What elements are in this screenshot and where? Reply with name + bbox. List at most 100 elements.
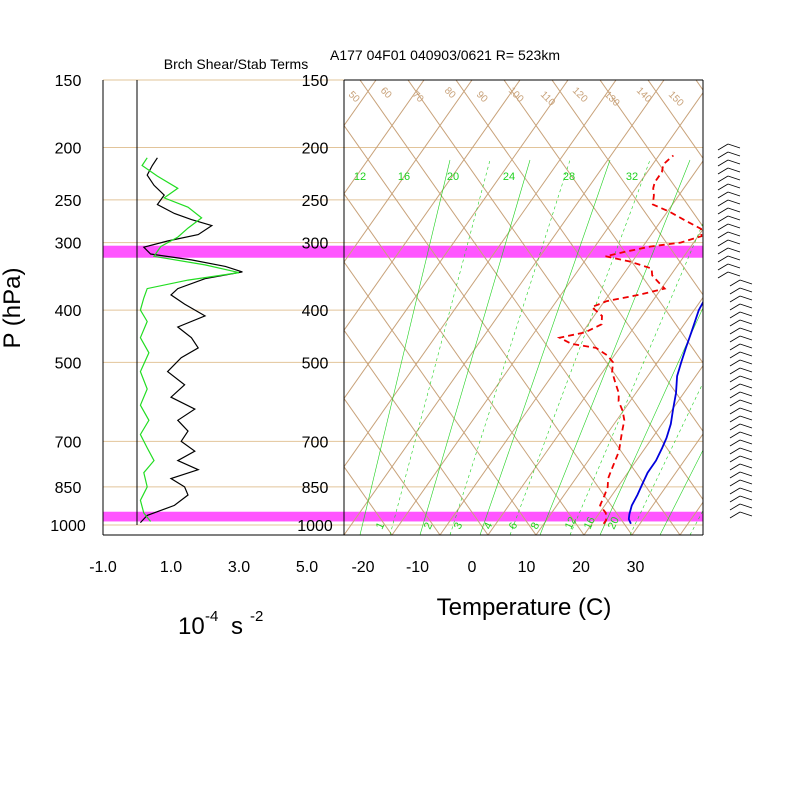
skewed-isotherm <box>344 80 521 332</box>
dry-adiabat <box>0 80 248 535</box>
left-x-tick: -1.0 <box>89 559 117 576</box>
wind-barb <box>729 327 741 335</box>
wind-barb-flag <box>739 391 753 397</box>
wind-barb-flag <box>739 479 753 485</box>
wind-barb-flag <box>727 151 741 157</box>
skewed-isotherm <box>487 228 703 535</box>
skewt-y-tick: 250 <box>302 193 329 210</box>
dry-adiabat-labels: 50 60 70 80 90 100 110 120 130 140 150 <box>346 85 686 109</box>
skewed-isotherm <box>0 80 232 535</box>
mixing-ratio-top-label: 12 <box>354 171 366 183</box>
wind-barb-flag <box>739 471 753 477</box>
wind-barb <box>729 487 741 495</box>
skewt-x-tick: 20 <box>572 559 590 576</box>
wind-barb-flag <box>739 455 753 461</box>
wind-barb <box>717 255 729 263</box>
stability-term-line <box>139 157 240 522</box>
dry-adiabat <box>599 80 703 228</box>
wind-barb-flag <box>739 375 753 381</box>
wind-barb <box>717 271 729 279</box>
wind-barb <box>729 471 741 479</box>
skewt-y-tick: 500 <box>302 355 329 372</box>
skewt-y-tick: 850 <box>302 480 329 497</box>
wind-barb-flag <box>727 223 741 229</box>
left-y-tick: 300 <box>55 236 82 253</box>
wind-barb <box>729 479 741 487</box>
wind-barb-flag <box>739 415 753 421</box>
sounding-traces <box>556 154 703 525</box>
wind-barb-flag <box>739 431 753 437</box>
wind-barb-flag <box>739 351 753 357</box>
wind-barb <box>729 391 741 399</box>
wind-barb-flag <box>739 463 753 469</box>
wind-barb <box>729 295 741 303</box>
mixing-ratio-bottom-label: 8 <box>529 521 542 532</box>
highlight-bands <box>103 245 703 522</box>
mixing-ratio-bottom-label: 6 <box>507 521 520 532</box>
mixing-ratio-labels: 12 16 20 24 28 321 2 3 4 6 8 12 16 20 <box>354 171 638 531</box>
wind-barb <box>717 143 729 151</box>
skewed-isotherm <box>583 364 703 535</box>
x-label-unit: s <box>231 613 243 640</box>
wind-barb <box>717 183 729 191</box>
wind-barb-flag <box>727 167 741 173</box>
x-label-unit-exp: -2 <box>250 608 263 625</box>
main-title: A177 04F01 040903/0621 R= 523km <box>330 47 560 63</box>
wind-barb <box>729 335 741 343</box>
dry-adiabat-label: 90 <box>474 89 490 105</box>
skewt-y-tick: 1000 <box>297 518 333 535</box>
mixing-ratio-top-label: 28 <box>563 171 575 183</box>
wind-barb-flag <box>739 311 753 317</box>
wind-barb <box>729 511 741 519</box>
dry-adiabat <box>455 80 703 433</box>
skewed-isotherm <box>679 501 703 535</box>
wind-barb <box>717 199 729 207</box>
wind-barb <box>717 263 729 271</box>
wind-barb-flag <box>727 255 741 261</box>
wind-barb <box>729 415 741 423</box>
skewed-isotherm <box>344 80 473 263</box>
wind-barb-flag <box>727 215 741 221</box>
skewed-isotherm <box>439 160 703 535</box>
wind-barb-flag <box>727 143 741 149</box>
mixing-ratio-bottom-label: 4 <box>482 521 495 532</box>
wind-barb-flag <box>739 423 753 429</box>
dry-adiabat <box>551 80 703 296</box>
left-y-tick: 150 <box>55 73 82 90</box>
wind-barb-flag <box>739 287 753 293</box>
mixing-ratio-bottom-label: 3 <box>452 521 465 532</box>
dry-adiabat-label: 110 <box>538 89 557 108</box>
skewt-y-tick: 150 <box>302 73 329 90</box>
wind-barb <box>729 383 741 391</box>
wind-barb <box>717 247 729 255</box>
wind-barbs <box>717 143 753 519</box>
wind-barb-flag <box>739 447 753 453</box>
mixing-ratio-bottom-label: 1 <box>374 521 387 532</box>
wind-barb-flag <box>727 191 741 197</box>
dry-adiabat <box>344 124 633 535</box>
dry-adiabat <box>0 80 296 535</box>
left-x-tick: 3.0 <box>228 559 250 576</box>
mixing-ratio-line <box>509 159 651 535</box>
left-y-tick: 850 <box>55 480 82 497</box>
skewt-y-tick-labels: 150 200 250 300 400 500 700 850 1000 <box>297 73 333 535</box>
wind-barb-flag <box>739 511 753 517</box>
wind-barb-flag <box>727 263 741 269</box>
wind-barb-flag <box>739 335 753 341</box>
wind-barb <box>717 215 729 223</box>
skewt-y-tick: 300 <box>302 236 329 253</box>
mixing-ratio-top-label: 20 <box>447 171 459 183</box>
wind-barb-flag <box>727 159 741 165</box>
wind-barb <box>717 239 729 247</box>
wind-barb <box>729 359 741 367</box>
dry-adiabat-label: 70 <box>410 89 426 105</box>
mixing-ratio-line <box>539 159 691 535</box>
shear-term-line <box>139 157 243 524</box>
wind-barb <box>729 439 741 447</box>
wind-barb-flag <box>739 319 753 325</box>
skewed-isotherm <box>0 80 280 535</box>
left-y-tick: 700 <box>55 434 82 451</box>
wind-barb <box>729 375 741 383</box>
wind-barb-flag <box>727 183 741 189</box>
wind-barb <box>729 351 741 359</box>
